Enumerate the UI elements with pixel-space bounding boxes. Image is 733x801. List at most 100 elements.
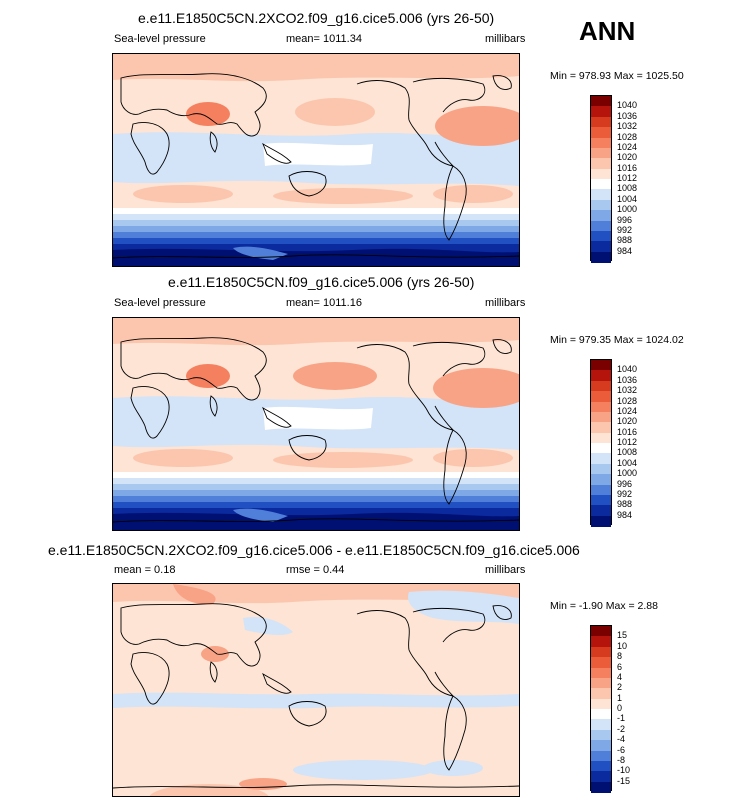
colorbar-swatch xyxy=(591,729,611,741)
colorbar-swatch xyxy=(591,116,611,128)
panel-3-map xyxy=(112,583,520,797)
colorbar-swatch xyxy=(591,760,611,772)
colorbar-tick-label: 1040 xyxy=(617,100,638,111)
colorbar-tick-label: 1032 xyxy=(617,121,638,132)
colorbar-swatch xyxy=(591,137,611,149)
colorbar-tick-label: 1024 xyxy=(617,141,638,152)
colorbar-tick-label: 992 xyxy=(617,488,633,499)
colorbar-swatch xyxy=(591,391,611,402)
colorbar-tick-label: -2 xyxy=(617,723,626,734)
panel-2-units: millibars xyxy=(485,297,526,309)
colorbar-swatch xyxy=(591,230,611,242)
colorbar-swatch xyxy=(591,505,611,517)
colorbar-tick-label: 6 xyxy=(617,661,623,672)
colorbar-swatch xyxy=(591,709,611,720)
colorbar-swatch xyxy=(591,443,611,454)
colorbar-swatch xyxy=(591,719,611,731)
colorbar-tick-label: -10 xyxy=(617,765,631,776)
panel-2-title: e.e11.E1850C5CN.f09_g16.cice5.006 (yrs 2… xyxy=(168,274,475,290)
panel-1-colorbar-boxes xyxy=(590,95,612,263)
colorbar-tick-label: 988 xyxy=(617,499,633,510)
colorbar-swatch xyxy=(591,646,611,658)
colorbar-tick-label: 1000 xyxy=(617,204,638,215)
panel-2-colorbar: 1040 1036 1032 1028 1024 1020 1016 1012 1008 1004… xyxy=(590,359,650,527)
colorbar-swatch xyxy=(591,189,611,201)
colorbar-swatch xyxy=(591,781,611,793)
colorbar-swatch xyxy=(591,636,611,648)
colorbar-swatch xyxy=(591,657,611,668)
colorbar-tick-label: 1028 xyxy=(617,131,638,142)
colorbar-swatch xyxy=(591,626,611,637)
colorbar-swatch xyxy=(591,515,611,527)
colorbar-swatch xyxy=(591,147,611,159)
panel-3-colorbar: 15 10 8 6 4 2 1 0 -1 -2 -4 -6 -8 -10 -15 xyxy=(590,625,650,793)
colorbar-tick-label: -1 xyxy=(617,713,626,724)
panel-1-minmax: Min = 978.93 Max = 1025.50 xyxy=(550,70,684,82)
colorbar-tick-label: -15 xyxy=(617,775,631,786)
panel-2-colorbar-boxes xyxy=(590,359,612,527)
colorbar-swatch xyxy=(591,484,611,496)
colorbar-tick-label: 2 xyxy=(617,682,623,693)
season-label: ANN xyxy=(579,16,636,46)
colorbar-swatch xyxy=(591,380,611,392)
colorbar-swatch xyxy=(591,698,611,710)
colorbar-tick-label: 1000 xyxy=(617,468,638,479)
colorbar-tick-label: 1020 xyxy=(617,416,638,427)
colorbar-tick-label: 4 xyxy=(617,671,623,682)
colorbar-swatch xyxy=(591,220,611,232)
panel-2-map xyxy=(112,317,520,531)
colorbar-tick-label: -6 xyxy=(617,744,626,755)
colorbar-tick-label: 1016 xyxy=(617,162,638,173)
colorbar-tick-label: 15 xyxy=(617,630,628,641)
panel-3-mean: mean = 0.18 xyxy=(114,564,176,576)
colorbar-swatch xyxy=(591,463,611,475)
colorbar-swatch xyxy=(591,360,611,371)
colorbar-swatch xyxy=(591,411,611,423)
colorbar-tick-label: 1004 xyxy=(617,457,638,468)
colorbar-tick-label: 1028 xyxy=(617,395,638,406)
colorbar-tick-label: 1008 xyxy=(617,183,638,194)
panel-1-title: e.e11.E1850C5CN.2XCO2.f09_g16.cice5.006 … xyxy=(138,10,495,26)
colorbar-tick-label: 1032 xyxy=(617,385,638,396)
colorbar-tick-label: 1020 xyxy=(617,152,638,163)
colorbar-tick-label: 1004 xyxy=(617,193,638,204)
colorbar-swatch xyxy=(591,688,611,700)
colorbar-swatch xyxy=(591,158,611,170)
panel-2-mean: mean= 1011.16 xyxy=(286,297,362,309)
panel-3-title: e.e11.E1850C5CN.2XCO2.f09_g16.cice5.006 … xyxy=(48,542,580,558)
panel-1-field-label: Sea-level pressure xyxy=(114,33,206,45)
colorbar-tick-label: 0 xyxy=(617,703,623,713)
colorbar-tick-label: 1040 xyxy=(617,364,638,375)
colorbar-tick-label: 1036 xyxy=(617,110,638,121)
colorbar-swatch xyxy=(591,453,611,465)
colorbar-tick-label: 1012 xyxy=(617,437,638,447)
colorbar-tick-label: 988 xyxy=(617,235,633,246)
colorbar-swatch xyxy=(591,422,611,434)
colorbar-swatch xyxy=(591,677,611,689)
colorbar-swatch xyxy=(591,127,611,138)
panel-3-rmse: rmse = 0.44 xyxy=(286,564,345,576)
colorbar-tick-label: 8 xyxy=(617,651,623,662)
colorbar-tick-label: 1008 xyxy=(617,447,638,458)
colorbar-swatch xyxy=(591,771,611,783)
colorbar-swatch xyxy=(591,750,611,762)
colorbar-tick-label: -4 xyxy=(617,734,626,745)
colorbar-swatch xyxy=(591,199,611,211)
colorbar-swatch xyxy=(591,210,611,221)
colorbar-swatch xyxy=(591,474,611,485)
colorbar-tick-label: 992 xyxy=(617,224,633,235)
panel-1-colorbar: 1040 1036 1032 1028 1024 1020 1016 1012 1008 1004… xyxy=(590,95,650,263)
panel-3-colorbar-boxes xyxy=(590,625,612,793)
colorbar-tick-label: 1036 xyxy=(617,374,638,385)
panel-3-units: millibars xyxy=(485,564,526,576)
colorbar-tick-label: 1 xyxy=(617,692,623,703)
panel-1-map xyxy=(112,53,520,267)
colorbar-swatch xyxy=(591,494,611,506)
colorbar-tick-label: 984 xyxy=(617,245,633,256)
colorbar-swatch xyxy=(591,432,611,444)
colorbar-swatch xyxy=(591,740,611,751)
colorbar-swatch xyxy=(591,179,611,190)
colorbar-swatch xyxy=(591,251,611,263)
panel-1-mean: mean= 1011.34 xyxy=(286,33,362,45)
panel-1-units: millibars xyxy=(485,33,526,45)
